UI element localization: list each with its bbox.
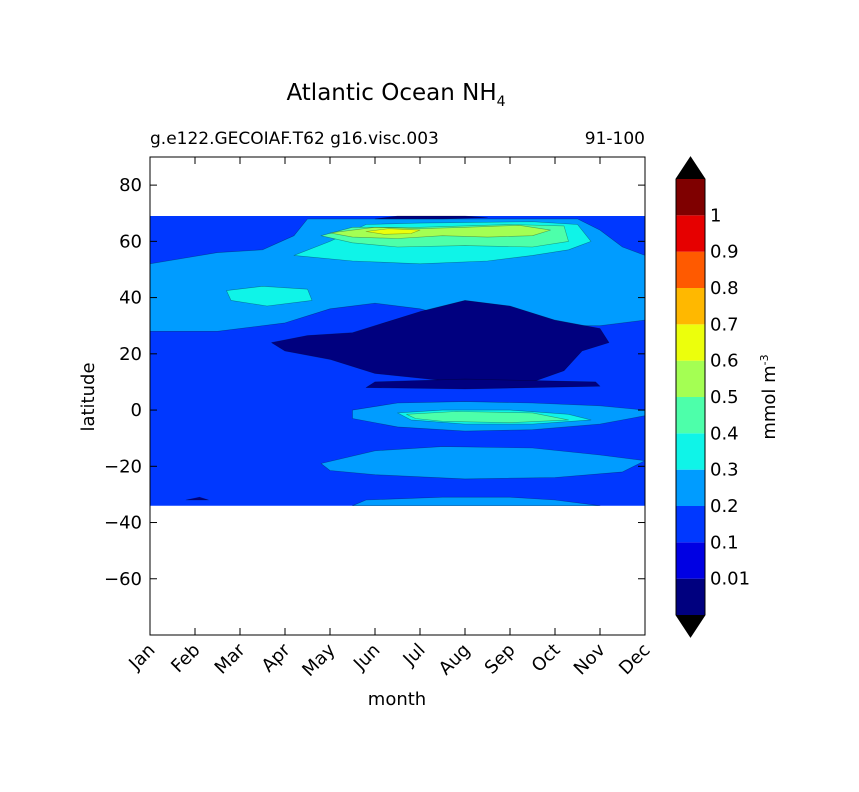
colorbar-tick-label: 0.8 [710, 278, 739, 299]
colorbar-extend-bottom [676, 615, 705, 637]
x-tick-label-oct: Oct [528, 640, 565, 677]
y-tick-label: −40 [104, 513, 142, 534]
x-tick-label-may: May [298, 639, 339, 680]
colorbar-tick-label: 0.3 [710, 460, 739, 481]
colorbar-bin [676, 215, 705, 252]
contour-region-0_01 [365, 378, 601, 390]
plot-frame [149, 156, 646, 636]
colorbar-bin [676, 433, 705, 470]
colorbar-bin [676, 360, 705, 397]
contour-fill-group [150, 215, 645, 507]
y-tick-label: 40 [119, 288, 142, 309]
colorbar-tick-label: 0.2 [710, 496, 739, 517]
colorbar-tick-label: 1 [710, 205, 721, 226]
colorbar-tick-label: 0.6 [710, 351, 739, 372]
colorbar-tick-label: 0.5 [710, 387, 739, 408]
plot-area [149, 156, 646, 636]
chart-title-main: Atlantic Ocean NH [286, 80, 496, 106]
contour-region-0_6 [365, 228, 421, 235]
y-axis-label: latitude [78, 362, 99, 431]
x-axis-label: month [368, 689, 426, 710]
x-tick-label-jul: Jul [399, 640, 430, 671]
x-tick-label-apr: Apr [258, 639, 295, 676]
colorbar-bin [676, 251, 705, 288]
colorbar-bin [676, 469, 705, 506]
colorbar-bin [676, 397, 705, 434]
x-tick-label-aug: Aug [435, 640, 475, 680]
chart-subtitle-right: 91-100 [585, 129, 645, 149]
chart-subtitle-left: g.e122.GECOIAF.T62 g16.visc.003 [150, 129, 439, 149]
colorbar-label: mmol m-3 [758, 354, 780, 439]
x-tick-label-dec: Dec [615, 640, 654, 679]
y-axis: 80 60 40 20 0 −20 −40 −60 [104, 175, 645, 590]
y-tick-label: 80 [119, 175, 142, 196]
colorbar-bin [676, 506, 705, 543]
colorbar-bin [676, 288, 705, 325]
colorbar-outline [675, 156, 706, 638]
colorbar-bin [676, 542, 705, 579]
colorbar: 0.01 0.1 0.2 0.3 0.4 0.5 0.6 0.7 0.8 0.9 1 [675, 156, 750, 638]
colorbar-tick-label: 0.01 [710, 569, 750, 590]
y-tick-label: −60 [104, 569, 142, 590]
colorbar-tick-label: 0.1 [710, 532, 739, 553]
x-tick-label-feb: Feb [167, 640, 204, 677]
x-tick-label-nov: Nov [570, 639, 610, 679]
x-tick-label-jan: Jan [124, 640, 159, 675]
colorbar-bin [676, 324, 705, 361]
y-tick-label: 0 [131, 400, 142, 421]
chart-title: Atlantic Ocean NH4 [286, 80, 505, 110]
y-tick-label: 20 [119, 344, 142, 365]
colorbar-label-main: mmol m [759, 365, 780, 439]
x-tick-label-jun: Jun [349, 640, 384, 675]
colorbar-extend-top [676, 157, 705, 179]
contour-region-0_01 [185, 496, 209, 501]
colorbar-tick-label: 0.9 [710, 242, 739, 263]
contour-region-0_2 [352, 496, 601, 507]
y-tick-label: −20 [104, 456, 142, 477]
colorbar-label-superscript: -3 [758, 354, 771, 365]
colorbar-tick-label: 0.4 [710, 423, 739, 444]
y-tick-label: 60 [119, 231, 142, 252]
x-tick-label-sep: Sep [481, 640, 520, 679]
colorbar-bin [676, 179, 705, 216]
colorbar-bin [676, 578, 705, 615]
x-tick-label-mar: Mar [211, 639, 250, 678]
colorbar-tick-label: 0.7 [710, 314, 739, 335]
contour-region-0_01 [271, 300, 610, 384]
contour-region-0_5 [329, 225, 551, 239]
contour-region-0_2 [320, 446, 645, 480]
contour-region-0_01 [374, 215, 488, 220]
chart-title-subscript: 4 [497, 94, 506, 110]
contour-region-0_4 [406, 411, 569, 424]
contour-region-0_3 [226, 285, 313, 307]
